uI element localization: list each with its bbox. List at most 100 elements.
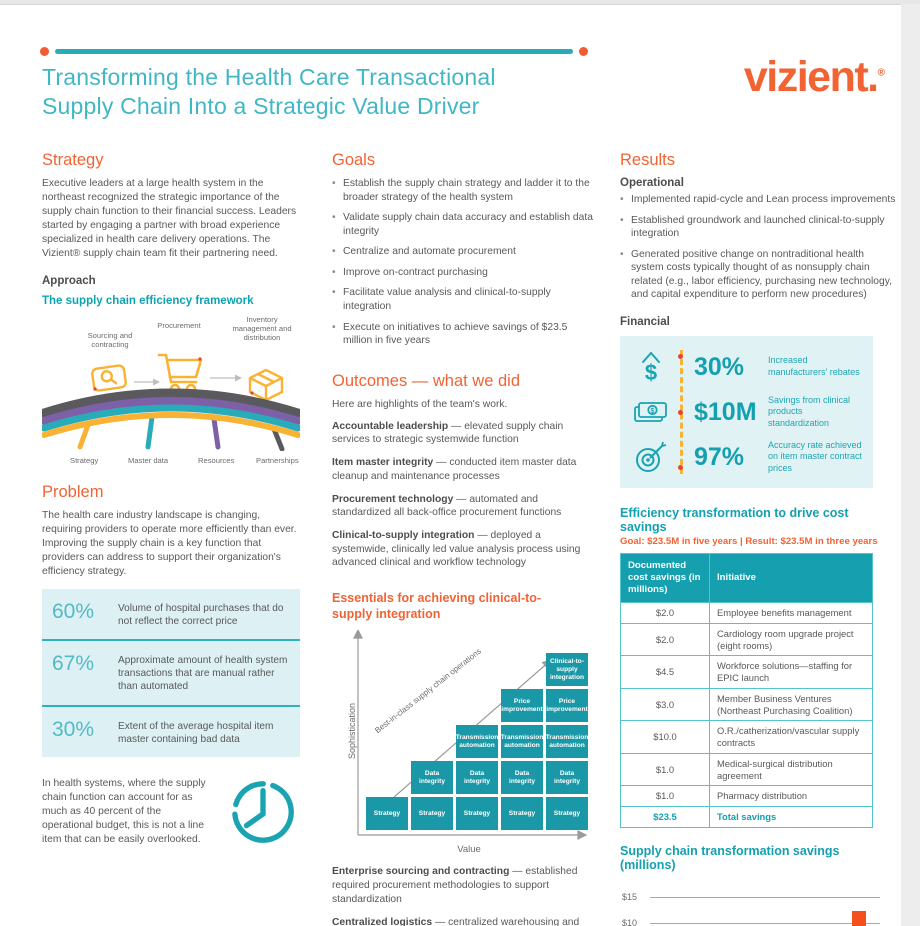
flow-arrow-icon (134, 378, 160, 386)
column-goals-outcomes: Goals Establish the supply chain strateg… (332, 141, 594, 926)
initiative-cell: Cardiology room upgrade project (eight r… (709, 622, 873, 657)
problem-body: The health care industry landscape is ch… (42, 510, 297, 577)
outcome-desc: — deployed a systemwide, clinically led … (332, 529, 581, 569)
stat-text: Extent of the average hospital item mast… (118, 720, 274, 745)
content-columns: Strategy Executive leaders at a large he… (42, 141, 897, 926)
table-row: $10.0 O.R./catherization/vascular supply … (620, 720, 873, 754)
arc-label: Resources (198, 456, 235, 465)
column-results: Results Operational Implemented rapid-cy… (620, 141, 897, 926)
essentials-block: Data integrity (501, 761, 543, 795)
flow-arrow-icon (210, 374, 242, 382)
goal-item: Improve on-contract purchasing (332, 266, 594, 280)
problem-stats-panel: 60% Volume of hospital purchases that do … (42, 589, 300, 757)
vizient-logo-text: vizient (743, 53, 869, 101)
stat-text: Approximate amount of health system tran… (118, 655, 288, 693)
vizient-logo: vizient.® (743, 53, 885, 101)
essentials-block: Strategy (411, 797, 453, 831)
outcome-term: Accountable leadership (332, 420, 449, 432)
outcome-term: Centralized logistics (332, 916, 433, 926)
table-row: $4.5 Workforce solutions—staffing for EPI… (620, 655, 873, 689)
savings-cell: $2.0 (620, 602, 710, 624)
y-tick-label: $10 (622, 918, 638, 926)
gridline (650, 923, 880, 925)
goal-item: Execute on initiatives to achieve saving… (332, 321, 594, 348)
operational-heading: Operational (620, 177, 684, 189)
outcome-item: Procurement technology — automated and s… (332, 493, 594, 520)
outcome-desc: — established required procurement metho… (332, 866, 578, 905)
essentials-block: Data integrity (411, 761, 453, 795)
essentials-block: Strategy (501, 797, 543, 831)
outcome-term: Procurement technology (332, 493, 454, 505)
framework-step-label: Sourcing and contracting (87, 331, 133, 350)
essentials-column: Strategy (366, 797, 408, 831)
outcome-item: Item master integrity — conducted item m… (332, 456, 594, 483)
outcome-item: Enterprise sourcing and contracting — es… (332, 865, 594, 906)
savings-chart-plot: $0$5$10$152016201720182019 (622, 892, 880, 926)
page-title-line2: Supply Chain Into a Strategic Value Driv… (42, 92, 480, 119)
metric-row: 97% Accuracy rate achieved on item maste… (632, 439, 863, 475)
operational-result-item: Generated positive change on nontraditio… (620, 248, 897, 302)
essentials-block: Transmission automation (501, 725, 543, 759)
initiative-cell: Workforce solutions—staffing for EPIC la… (709, 655, 873, 689)
efficiency-goal-line: Goal: $23.5M in five years | Result: $23… (620, 536, 878, 548)
arc-label: Master data (128, 456, 169, 465)
essentials-column: Transmission automation Data integrity Str… (456, 725, 498, 831)
initiative-cell: Pharmacy distribution (709, 785, 873, 807)
financial-heading: Financial (620, 316, 670, 329)
total-label-cell: Total savings (709, 806, 873, 828)
dollar-growth-icon: $ (642, 352, 660, 385)
strategy-heading: Strategy (42, 151, 104, 169)
essentials-heading: Essentials for achieving clinical-to-sup… (332, 590, 542, 622)
document-page: Transforming the Health Care Transaction… (0, 5, 901, 926)
essentials-block: Data integrity (546, 761, 588, 795)
initiative-cell: Member Business Ventures (Northeast Purc… (709, 687, 873, 722)
initiative-cell: Employee benefits management (709, 602, 873, 624)
outcome-desc: — elevated supply chain services to stra… (332, 420, 564, 446)
stat-value: 30% (52, 717, 95, 741)
savings-cell: $10.0 (620, 720, 710, 754)
essentials-block: Strategy (366, 797, 408, 831)
column-header-initiative: Initiative (709, 553, 873, 603)
clock-icon (232, 780, 294, 843)
goal-item: Facilitate value analysis and clinical-t… (332, 286, 594, 313)
rule-line (55, 49, 573, 54)
metric-row: $ $10M Savings from clinical products st… (632, 394, 863, 430)
financial-metrics-panel: $ 30% Increased manufacturers' rebates (620, 336, 873, 489)
table-row: $1.0 Medical-surgical distribution agreem… (620, 752, 873, 787)
outcomes-list: Accountable leadership — elevated supply… (332, 420, 594, 570)
y-tick-label: $15 (622, 891, 638, 902)
savings-cell: $3.0 (620, 687, 710, 722)
essentials-column: Clinical-to-supply integration Price impr… (546, 653, 588, 831)
approach-heading: Approach (42, 275, 96, 287)
essentials-block: Data integrity (456, 761, 498, 795)
strategy-body: Executive leaders at a large health syst… (42, 178, 297, 259)
metrics-divider (678, 350, 683, 475)
savings-cell: $4.5 (620, 655, 710, 689)
essentials-block: Strategy (546, 797, 588, 831)
bar-groups: 2016 2017 2018 2019 (650, 898, 880, 926)
problem-note-row: In health systems, where the supply chai… (42, 777, 300, 855)
outcomes-list-after-chart: Enterprise sourcing and contracting — es… (332, 865, 594, 926)
framework-step-label: Procurement (157, 321, 201, 330)
page-edge-right (900, 4, 920, 926)
essentials-block: Transmission automation (456, 725, 498, 759)
essentials-ylabel: Sophistication (347, 703, 357, 760)
essentials-column: Price improvement Transmission automation… (501, 689, 543, 831)
divider-dot (678, 410, 683, 416)
page-title-line1: Transforming the Health Care Transaction… (42, 64, 496, 90)
outcomes-intro: Here are highlights of the team's work. (332, 398, 508, 410)
essentials-block: Price improvement (546, 689, 588, 723)
essentials-xlabel: Value (457, 844, 481, 856)
svg-text:$: $ (645, 360, 657, 385)
rule-dot-left (40, 47, 49, 56)
money-bills-icon: $ (634, 402, 667, 422)
essentials-block: Price improvement (501, 689, 543, 723)
outcomes-heading: Outcomes — what we did (332, 371, 520, 390)
essentials-column: Data integrity Strategy (411, 761, 453, 831)
framework-step-label: Inventory management and distribution (232, 315, 292, 343)
stat-value: 67% (52, 652, 95, 676)
table-row: $2.0 Cardiology room upgrade project (eig… (620, 622, 873, 657)
essentials-block: Clinical-to-supply integration (546, 653, 588, 687)
arc-label: Strategy (70, 456, 99, 465)
